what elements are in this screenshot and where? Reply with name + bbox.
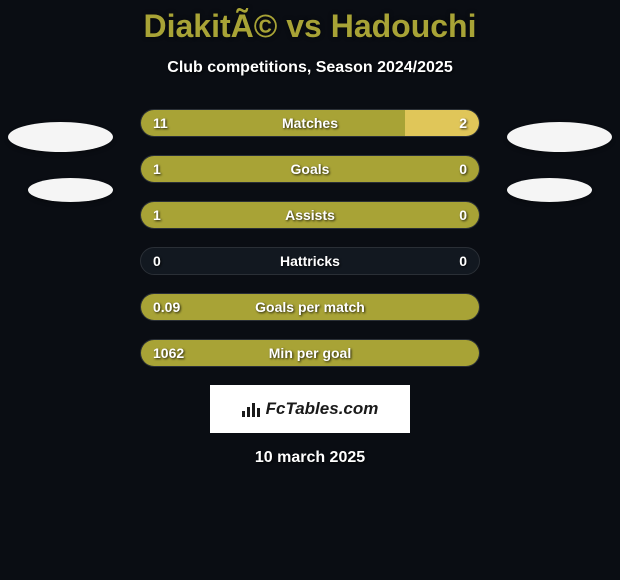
bar-fill-right [405, 110, 479, 136]
stat-row: 11 2 Matches [140, 109, 480, 137]
stat-value-left: 1 [153, 207, 161, 223]
stat-row: 1062 Min per goal [140, 339, 480, 367]
stat-value-left: 0.09 [153, 299, 180, 315]
stat-value-right: 0 [459, 207, 467, 223]
stat-row: 0 0 Hattricks [140, 247, 480, 275]
stat-row: 1 0 Assists [140, 201, 480, 229]
stat-row: 0.09 Goals per match [140, 293, 480, 321]
stat-label: Goals [291, 161, 330, 177]
player-left-avatar-placeholder-1 [8, 122, 113, 152]
source-logo: FcTables.com [210, 385, 410, 433]
stat-row: 1 0 Goals [140, 155, 480, 183]
stat-value-right: 2 [459, 115, 467, 131]
logo-chart-icon [242, 401, 260, 417]
stat-label: Goals per match [255, 299, 365, 315]
subtitle: Club competitions, Season 2024/2025 [0, 59, 620, 77]
stat-value-right: 0 [459, 161, 467, 177]
page-title: DiakitÃ© vs Hadouchi [0, 8, 620, 45]
stat-label: Assists [285, 207, 335, 223]
stat-label: Matches [282, 115, 338, 131]
player-right-avatar-placeholder-2 [507, 178, 592, 202]
stat-value-left: 11 [153, 115, 168, 131]
stat-value-left: 1 [153, 161, 161, 177]
player-left-avatar-placeholder-2 [28, 178, 113, 202]
stat-value-left: 1062 [153, 345, 184, 361]
bar-fill-left [141, 110, 405, 136]
stat-value-right: 0 [459, 253, 467, 269]
stat-value-left: 0 [153, 253, 161, 269]
stat-label: Hattricks [280, 253, 340, 269]
comparison-infographic: DiakitÃ© vs Hadouchi Club competitions, … [0, 0, 620, 467]
player-right-avatar-placeholder-1 [507, 122, 612, 152]
date-label: 10 march 2025 [0, 449, 620, 467]
stats-bars: 11 2 Matches 1 0 Goals 1 0 Assists 0 0 Hattricks 0.0… [140, 109, 480, 367]
stat-label: Min per goal [269, 345, 351, 361]
logo-text: FcTables.com [266, 399, 379, 419]
